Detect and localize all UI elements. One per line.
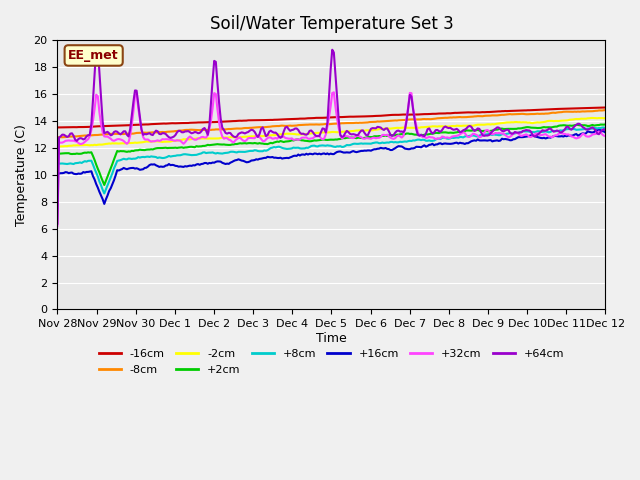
+8cm <box>154 155 161 161</box>
+2cm <box>493 127 501 132</box>
Y-axis label: Temperature (C): Temperature (C) <box>15 124 28 226</box>
+32cm <box>602 133 609 139</box>
-2cm <box>492 121 499 127</box>
+16cm <box>154 163 161 169</box>
+64cm <box>154 129 161 134</box>
+32cm <box>132 91 140 96</box>
-16cm <box>385 112 393 118</box>
+16cm <box>134 166 142 172</box>
-16cm <box>531 107 538 113</box>
Line: +32cm: +32cm <box>58 92 605 226</box>
+64cm <box>504 127 512 133</box>
+16cm <box>493 137 501 143</box>
-8cm <box>504 111 512 117</box>
+2cm <box>602 121 609 127</box>
+2cm <box>154 145 161 151</box>
+64cm <box>602 128 609 133</box>
+32cm <box>152 138 160 144</box>
Line: -2cm: -2cm <box>58 118 605 147</box>
-16cm <box>602 105 609 110</box>
-8cm <box>57 134 65 140</box>
+32cm <box>54 223 61 229</box>
Line: -8cm: -8cm <box>58 110 605 137</box>
-2cm <box>531 120 538 126</box>
-8cm <box>602 107 609 113</box>
+16cm <box>602 130 609 135</box>
Line: +8cm: +8cm <box>58 128 605 193</box>
+32cm <box>532 131 540 136</box>
-2cm <box>152 139 160 144</box>
Line: -16cm: -16cm <box>58 108 605 128</box>
+8cm <box>134 154 142 160</box>
-2cm <box>385 126 393 132</box>
+64cm <box>493 124 501 130</box>
Line: +2cm: +2cm <box>58 124 605 185</box>
+16cm <box>54 171 61 177</box>
-2cm <box>589 115 596 121</box>
+16cm <box>504 137 512 143</box>
+8cm <box>100 191 108 196</box>
-16cm <box>132 122 140 128</box>
Text: EE_met: EE_met <box>68 49 119 62</box>
+2cm <box>100 182 108 188</box>
-16cm <box>54 125 61 131</box>
-8cm <box>493 112 501 118</box>
+32cm <box>330 89 338 95</box>
+64cm <box>54 221 61 227</box>
Line: +64cm: +64cm <box>58 48 605 224</box>
+16cm <box>595 127 603 133</box>
Title: Soil/Water Temperature Set 3: Soil/Water Temperature Set 3 <box>209 15 453 33</box>
+16cm <box>100 201 108 207</box>
+16cm <box>387 147 394 153</box>
+64cm <box>94 45 102 50</box>
Legend: -16cm, -8cm, -2cm, +2cm, +8cm, +16cm, +32cm, +64cm: -16cm, -8cm, -2cm, +2cm, +8cm, +16cm, +3… <box>94 345 569 379</box>
+16cm <box>532 134 540 140</box>
+2cm <box>532 125 540 131</box>
X-axis label: Time: Time <box>316 332 347 345</box>
+64cm <box>134 101 142 107</box>
-8cm <box>154 130 161 135</box>
+8cm <box>493 132 501 138</box>
+32cm <box>387 135 394 141</box>
+8cm <box>532 129 540 135</box>
+2cm <box>54 151 61 157</box>
+8cm <box>54 161 61 167</box>
+8cm <box>600 125 607 131</box>
-2cm <box>503 120 511 125</box>
+8cm <box>387 139 394 145</box>
-2cm <box>54 144 61 150</box>
+8cm <box>504 131 512 136</box>
-2cm <box>602 115 609 121</box>
+2cm <box>134 147 142 153</box>
-16cm <box>492 108 499 114</box>
+2cm <box>504 126 512 132</box>
+64cm <box>532 133 540 139</box>
-8cm <box>54 134 61 140</box>
-8cm <box>532 111 540 117</box>
-16cm <box>152 121 160 127</box>
+32cm <box>493 131 501 136</box>
+32cm <box>504 134 512 140</box>
+64cm <box>387 132 394 137</box>
Line: +16cm: +16cm <box>58 130 605 204</box>
-8cm <box>387 118 394 124</box>
-2cm <box>132 140 140 146</box>
-8cm <box>134 130 142 136</box>
+8cm <box>602 125 609 131</box>
+2cm <box>387 132 394 138</box>
-16cm <box>503 108 511 114</box>
